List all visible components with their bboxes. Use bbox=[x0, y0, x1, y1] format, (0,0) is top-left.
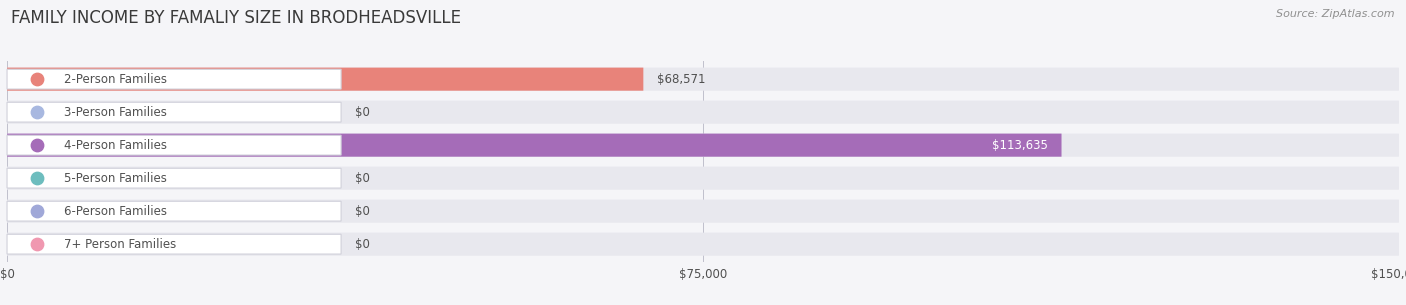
FancyBboxPatch shape bbox=[7, 135, 342, 155]
Text: $0: $0 bbox=[354, 172, 370, 185]
FancyBboxPatch shape bbox=[7, 168, 342, 188]
Point bbox=[25, 143, 48, 148]
Point bbox=[25, 77, 48, 82]
FancyBboxPatch shape bbox=[7, 233, 1399, 256]
Text: 7+ Person Families: 7+ Person Families bbox=[63, 238, 176, 251]
FancyBboxPatch shape bbox=[7, 134, 1399, 157]
Point bbox=[25, 110, 48, 115]
Text: 4-Person Families: 4-Person Families bbox=[63, 139, 167, 152]
Text: $113,635: $113,635 bbox=[991, 139, 1047, 152]
Point bbox=[25, 209, 48, 213]
Text: $0: $0 bbox=[354, 238, 370, 251]
Text: Source: ZipAtlas.com: Source: ZipAtlas.com bbox=[1277, 9, 1395, 19]
FancyBboxPatch shape bbox=[7, 68, 644, 91]
FancyBboxPatch shape bbox=[7, 69, 342, 89]
FancyBboxPatch shape bbox=[7, 199, 1399, 223]
FancyBboxPatch shape bbox=[7, 134, 1062, 157]
Text: FAMILY INCOME BY FAMALIY SIZE IN BRODHEADSVILLE: FAMILY INCOME BY FAMALIY SIZE IN BRODHEA… bbox=[11, 9, 461, 27]
Text: $68,571: $68,571 bbox=[657, 73, 706, 86]
Text: 5-Person Families: 5-Person Families bbox=[63, 172, 167, 185]
FancyBboxPatch shape bbox=[7, 102, 342, 122]
Text: $0: $0 bbox=[354, 106, 370, 119]
Text: 3-Person Families: 3-Person Families bbox=[63, 106, 167, 119]
FancyBboxPatch shape bbox=[7, 201, 342, 221]
Text: 6-Person Families: 6-Person Families bbox=[63, 205, 167, 218]
Point bbox=[25, 176, 48, 181]
FancyBboxPatch shape bbox=[7, 234, 342, 254]
FancyBboxPatch shape bbox=[7, 101, 1399, 124]
Text: $0: $0 bbox=[354, 205, 370, 218]
FancyBboxPatch shape bbox=[7, 167, 1399, 190]
Text: 2-Person Families: 2-Person Families bbox=[63, 73, 167, 86]
FancyBboxPatch shape bbox=[7, 68, 1399, 91]
Point bbox=[25, 242, 48, 246]
